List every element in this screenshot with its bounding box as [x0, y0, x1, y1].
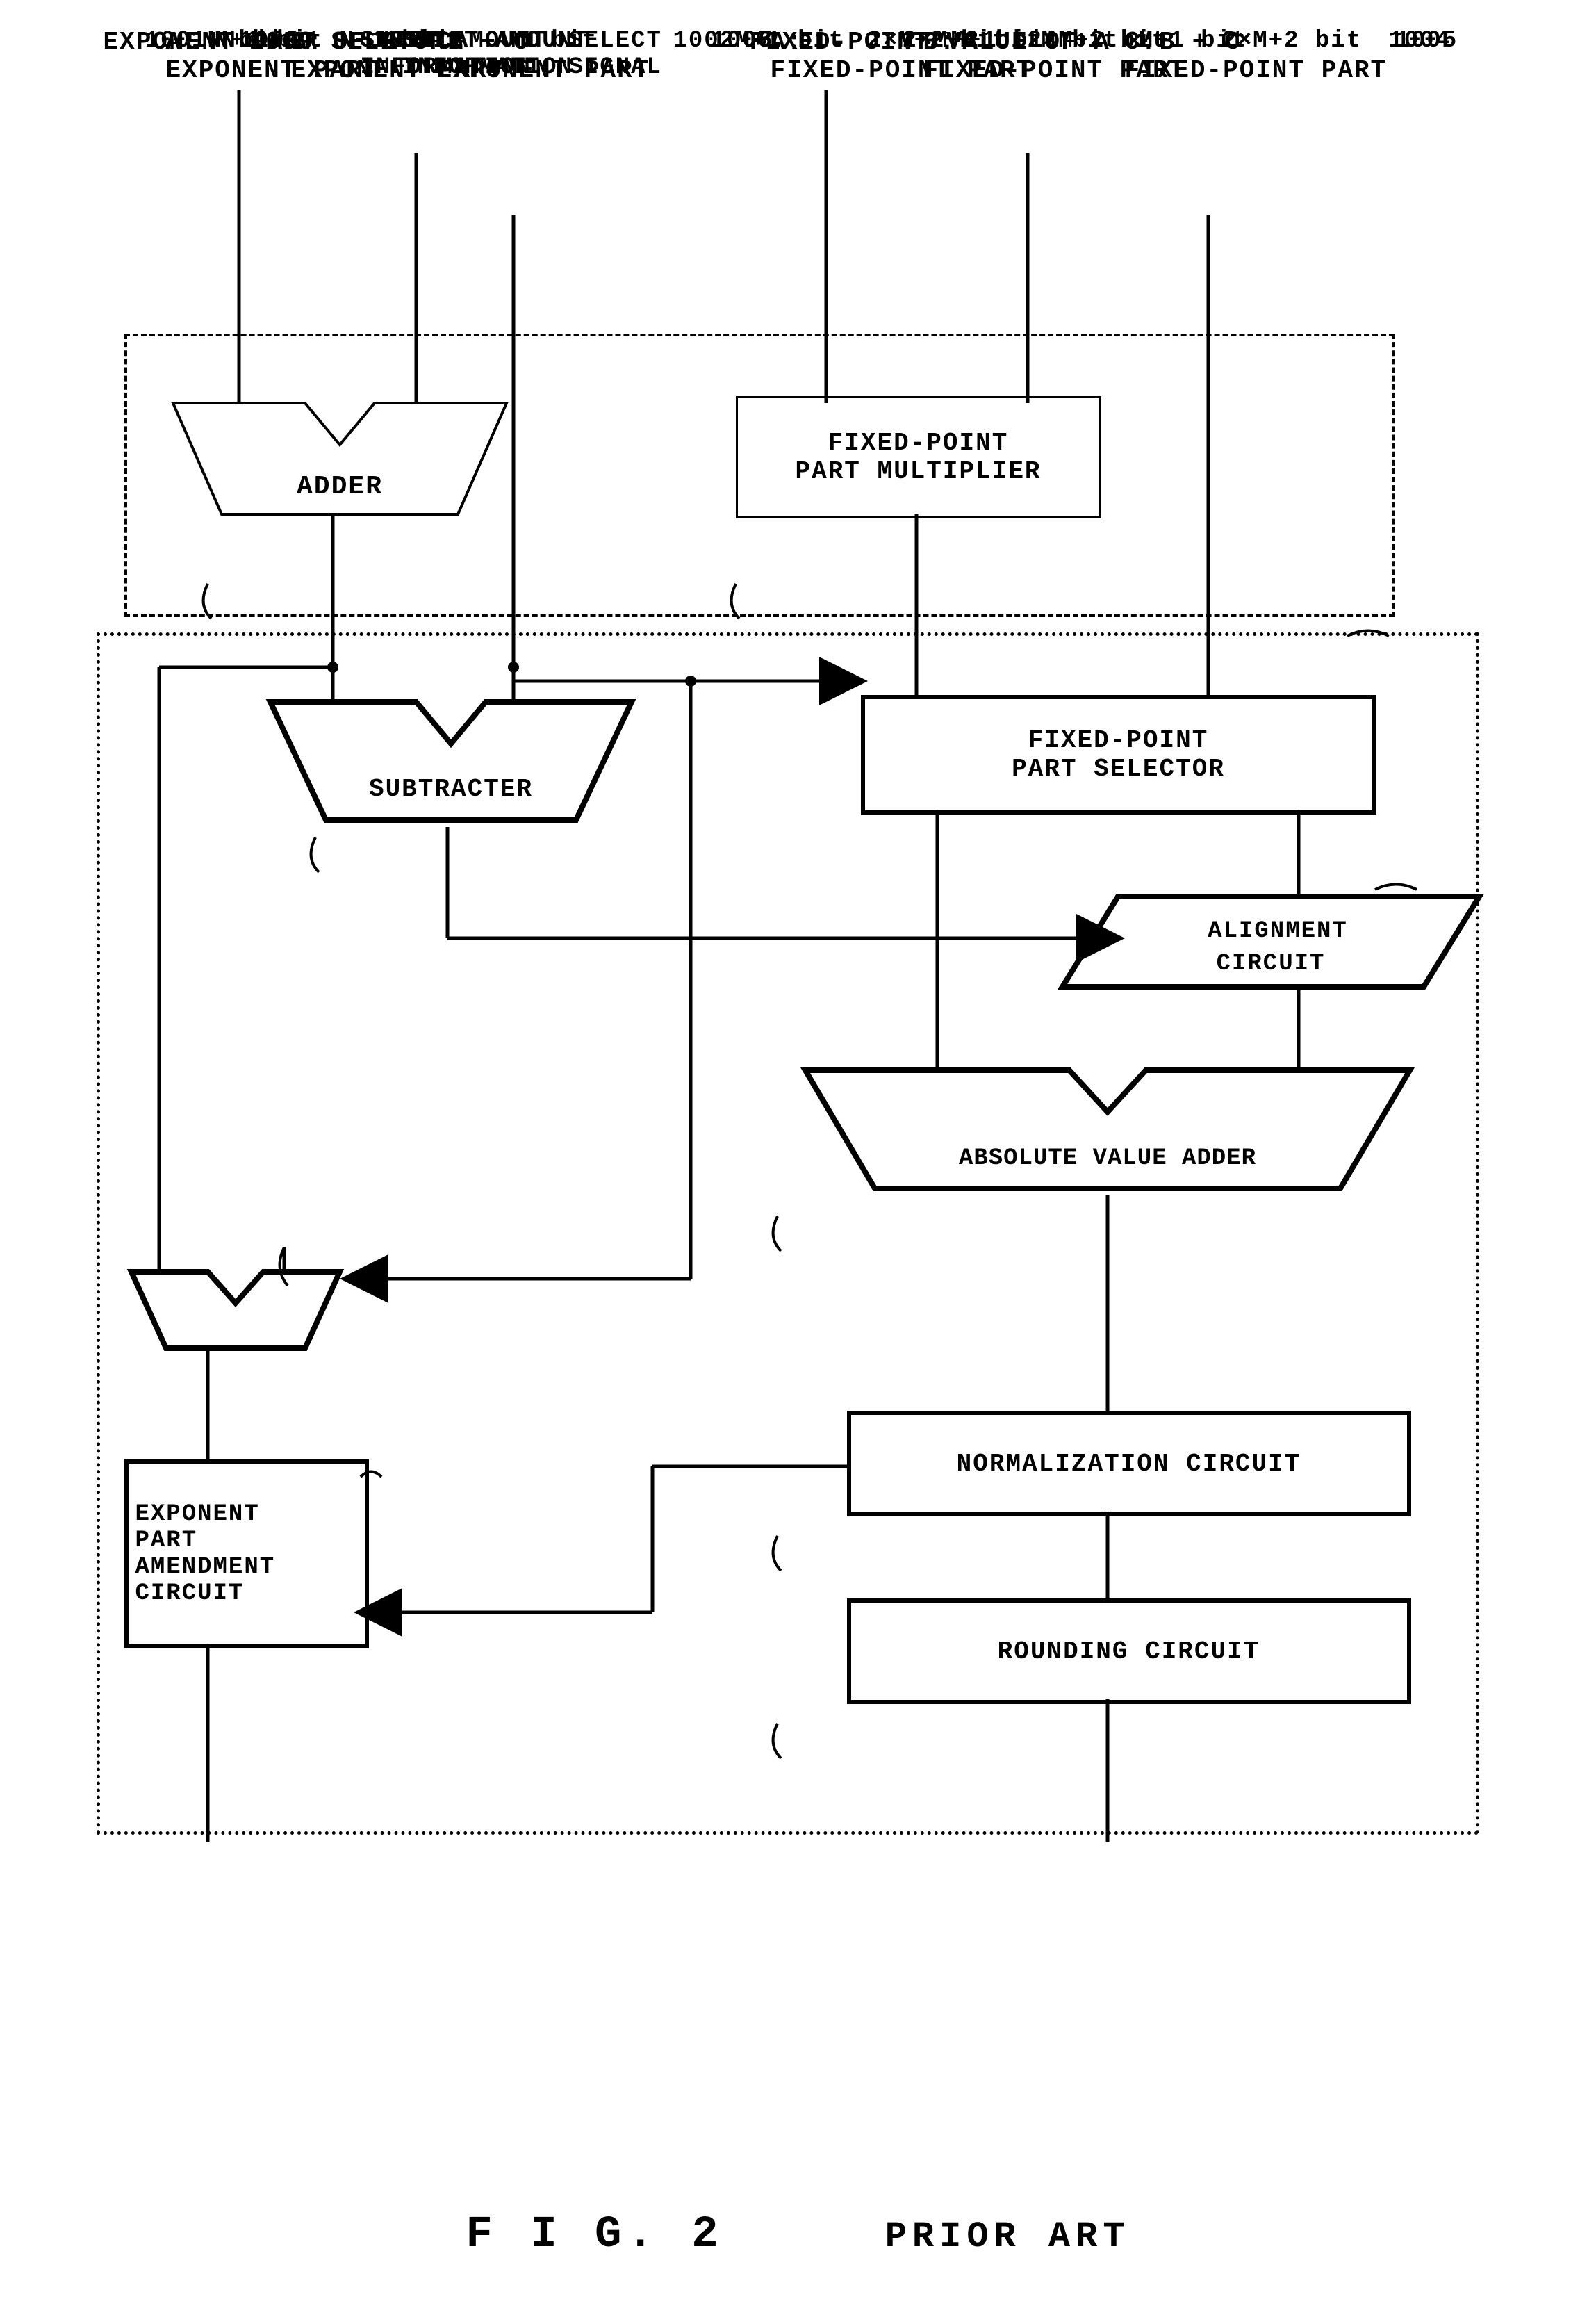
normalization-block: NORMALIZATION CIRCUIT	[847, 1411, 1411, 1516]
output-fp: FIXED-POINT VALUE OF A × B + C	[750, 28, 1242, 56]
selector-block	[124, 1265, 347, 1355]
figure-caption: F I G. 2 PRIOR ART	[28, 2210, 1568, 2260]
ref-1005: 1005	[1396, 28, 1458, 54]
fp-multiplier-block: FIXED-POINTPART MULTIPLIER	[736, 396, 1101, 518]
output-exp: EXPONENT PART OF A × B + C	[104, 28, 530, 56]
ref-1004-tick	[1347, 625, 1396, 646]
rounding-label: ROUNDING CIRCUIT	[998, 1637, 1260, 1666]
alignment-block: ALIGNMENT CIRCUIT	[1055, 890, 1486, 994]
adder-block: ADDER	[166, 396, 513, 521]
fp-selector-block: FIXED-POINTPART SELECTOR	[861, 695, 1376, 815]
subtracter-block: SUBTRACTER	[263, 695, 639, 827]
abs-adder-block: ABSOLUTE VALUE ADDER	[798, 1063, 1417, 1195]
exp-amend-block: EXPONENTPARTAMENDMENTCIRCUIT	[124, 1459, 369, 1648]
caption-fig: F I G. 2	[466, 2210, 723, 2260]
caption-sub: PRIOR ART	[885, 2216, 1130, 2257]
normalization-label: NORMALIZATION CIRCUIT	[957, 1450, 1301, 1478]
fp-multiplier-label: FIXED-POINTPART MULTIPLIER	[795, 429, 1041, 486]
svg-text:ALIGNMENT: ALIGNMENT	[1208, 918, 1348, 944]
abs-adder-label: ABSOLUTE VALUE ADDER	[958, 1145, 1256, 1172]
fp-selector-label: FIXED-POINTPART SELECTOR	[1012, 726, 1225, 783]
adder-label: ADDER	[296, 472, 382, 502]
ref-1005-tick	[1375, 879, 1424, 900]
rounding-block: ROUNDING CIRCUIT	[847, 1598, 1411, 1704]
exp-amend-label: EXPONENTPARTAMENDMENTCIRCUIT	[135, 1501, 276, 1607]
bits-2m2-align: 2×M+2 bit	[1222, 28, 1363, 54]
svg-text:CIRCUIT: CIRCUIT	[1216, 951, 1325, 977]
subtracter-label: SUBTRACTER	[368, 775, 532, 803]
diagram-root: A:EXPONENT PART B:EXPONENT PART C:EXPONE…	[69, 28, 1528, 2182]
